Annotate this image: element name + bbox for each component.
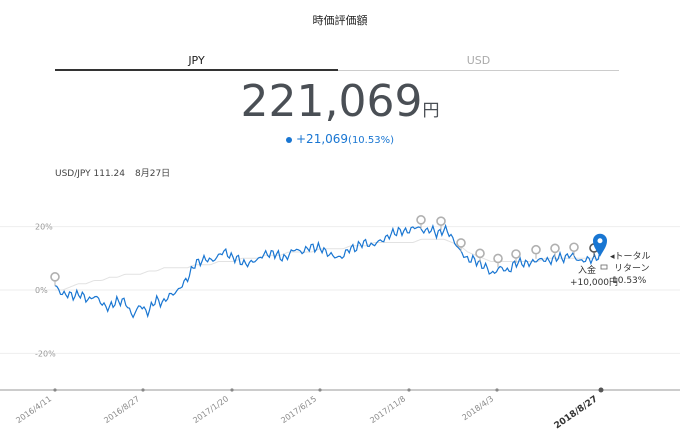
portfolio-line: [54, 223, 601, 319]
sell-point-marker-icon: [416, 215, 426, 229]
valuation-amount: 221,069円: [0, 76, 680, 127]
marker-ring: [569, 242, 579, 253]
y-tick-label: 20%: [35, 223, 53, 232]
sell-point-marker-icon: [531, 244, 541, 259]
valuation-change: +21,069(10.53%): [0, 132, 680, 146]
fx-rate: USD/JPY 111.24: [55, 169, 125, 179]
sell-point-marker-icon: [569, 242, 579, 257]
sell-point-marker-icon: [475, 248, 485, 263]
marker-ring: [475, 248, 485, 259]
pin-center: [597, 238, 603, 244]
change-percent: (10.53%): [348, 135, 394, 146]
valuation-unit: 円: [422, 101, 440, 121]
marker-ring: [436, 216, 446, 226]
deposit-label: 入金: [578, 264, 596, 276]
page-title: 時価評価額: [312, 14, 368, 27]
benchmark-series: [55, 238, 600, 291]
x-tick-label: 2017/1/20: [191, 394, 230, 425]
sell-point-marker-icon: [436, 216, 446, 231]
fx-date: 8月27日: [135, 169, 171, 179]
deposit-value: +10,000円: [570, 277, 618, 288]
marker-ring: [550, 243, 560, 254]
x-tick-dot: [53, 388, 57, 392]
x-tick-dot: [598, 387, 604, 393]
marker-ring: [511, 249, 521, 259]
x-tick-label: 2016/4/11: [14, 394, 53, 425]
total-return-label-2: リターン: [614, 263, 650, 274]
y-tick-label: 0%: [35, 286, 48, 295]
x-tick-dot: [407, 388, 411, 392]
chart-grid: 20% 0% -20%: [0, 223, 680, 358]
y-tick-label: -20%: [35, 349, 56, 358]
sell-point-marker-icon: [50, 272, 60, 286]
sell-point-marker-icon: [511, 249, 521, 263]
sell-point-marker-icon: [550, 243, 560, 258]
x-tick-label: 2018/8/27: [553, 394, 600, 431]
x-tick-label: 2017/11/8: [368, 394, 407, 425]
x-tick-dot: [230, 388, 234, 392]
chart-annotations: ◂トータル リターン 10.53% 入金 +10,000円: [570, 251, 651, 288]
tab-usd[interactable]: USD: [466, 54, 491, 67]
x-tick-label: 2017/6/15: [279, 394, 318, 425]
total-return-label-1: ◂トータル: [610, 251, 651, 262]
sell-point-marker-icon: [456, 238, 466, 252]
benchmark-line: [55, 238, 600, 291]
total-return-value: 10.53%: [612, 276, 647, 286]
marker-ring: [416, 215, 426, 225]
chart-markers: [50, 215, 608, 286]
marker-ring: [493, 253, 503, 264]
x-tick-dot: [495, 388, 499, 392]
marker-ring: [456, 238, 466, 248]
fx-rate-info: USD/JPY 111.24 8月27日: [55, 166, 180, 179]
marker-ring: [50, 272, 60, 282]
x-axis: 2016/4/11 2016/8/27 2017/1/20 2017/6/15 2017…: [0, 387, 680, 431]
current-position-pin-icon: [593, 233, 607, 257]
tab-divider: [338, 70, 619, 71]
tab-active-indicator: [55, 69, 338, 71]
marker-ring: [531, 244, 541, 255]
deposit-icon: [600, 264, 608, 270]
valuation-number: 221,069: [240, 76, 423, 127]
change-dot-icon: [286, 136, 292, 143]
x-tick-dot: [318, 388, 322, 392]
x-tick-label: 2016/8/27: [102, 394, 141, 425]
portfolio-series: [54, 223, 601, 319]
x-tick-dot: [141, 388, 145, 392]
x-tick-label: 2018/4/3: [461, 394, 496, 422]
change-amount: +21,069: [296, 132, 349, 146]
pin-shape: [593, 233, 607, 257]
sell-point-marker-icon: [493, 253, 503, 268]
tab-jpy[interactable]: JPY: [188, 54, 205, 67]
